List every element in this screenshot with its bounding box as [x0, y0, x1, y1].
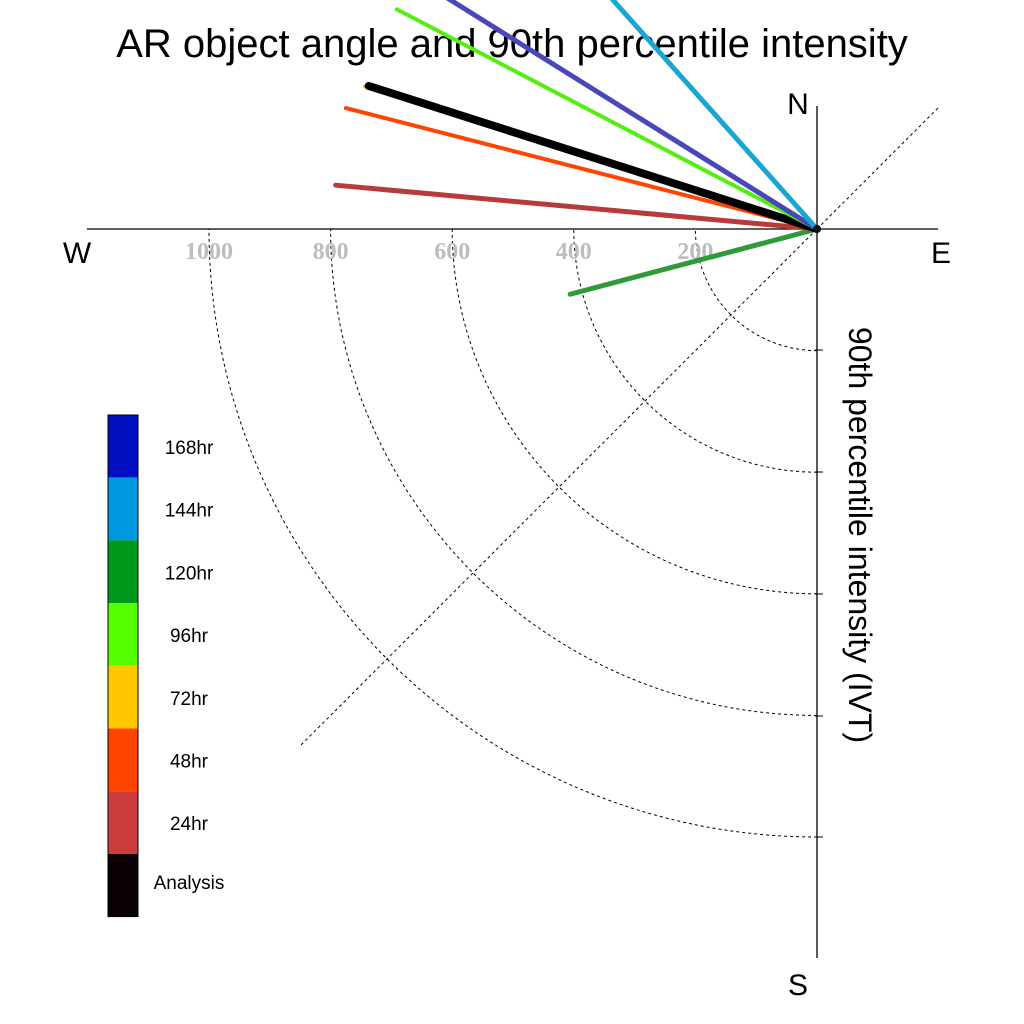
vector-96hr — [394, 7, 819, 231]
tick-label-1000: 1000 — [185, 239, 233, 265]
grid-arc-400 — [573, 228, 818, 473]
north-label: N — [787, 88, 809, 121]
south-label: S — [788, 969, 808, 1002]
legend-label-96hr: 96hr — [170, 626, 209, 647]
legend-swatch-96hr — [108, 603, 138, 666]
chart-title: AR object angle and 90th percentile inte… — [116, 22, 908, 66]
angle-vectors — [333, 0, 821, 297]
legend-swatch-120hr — [108, 540, 138, 604]
legend-swatch-24hr — [108, 791, 138, 854]
east-label: E — [931, 237, 951, 270]
legend-swatch-48hr — [108, 728, 138, 792]
legend-colorbar: 168hr 144hr 120hr 96hr 72hr 48hr 24hr Analysis — [107, 414, 225, 918]
legend-label-168hr: 168hr — [165, 438, 214, 459]
compass-axes — [87, 106, 938, 958]
legend-swatch-144hr — [108, 477, 138, 541]
origin-point — [813, 225, 821, 233]
tick-label-400: 400 — [556, 239, 592, 265]
vector-24hr — [333, 182, 820, 232]
legend-label-analysis: Analysis — [154, 873, 225, 894]
grid-arc-1000 — [208, 228, 818, 838]
grid-diagonal-ne — [816, 105, 941, 230]
legend-swatch-72hr — [108, 665, 138, 729]
west-label: W — [63, 237, 92, 270]
legend-label-72hr: 72hr — [170, 689, 209, 710]
grid-arc-200 — [694, 228, 818, 352]
vector-48hr — [343, 106, 819, 231]
grid-arc-600 — [451, 228, 818, 595]
y-axis-label: 90th percentile intensity (IVT) — [842, 327, 878, 743]
tick-label-800: 800 — [313, 239, 349, 265]
vector-analysis — [364, 81, 821, 233]
legend-label-120hr: 120hr — [165, 563, 214, 584]
vector-168hr — [445, 0, 820, 232]
legend-swatch-168hr — [108, 415, 138, 478]
legend-label-24hr: 24hr — [170, 814, 209, 835]
vector-144hr — [609, 0, 820, 232]
legend-label-48hr: 48hr — [170, 752, 209, 773]
tick-label-600: 600 — [434, 239, 470, 265]
grid-diagonal-sw — [300, 228, 818, 746]
polar-grid — [208, 105, 941, 838]
legend-swatch-analysis — [108, 853, 138, 917]
legend-label-144hr: 144hr — [165, 501, 214, 522]
legend-frame — [107, 414, 139, 918]
grid-arc-800 — [330, 228, 818, 716]
vector-120hr — [567, 226, 820, 297]
